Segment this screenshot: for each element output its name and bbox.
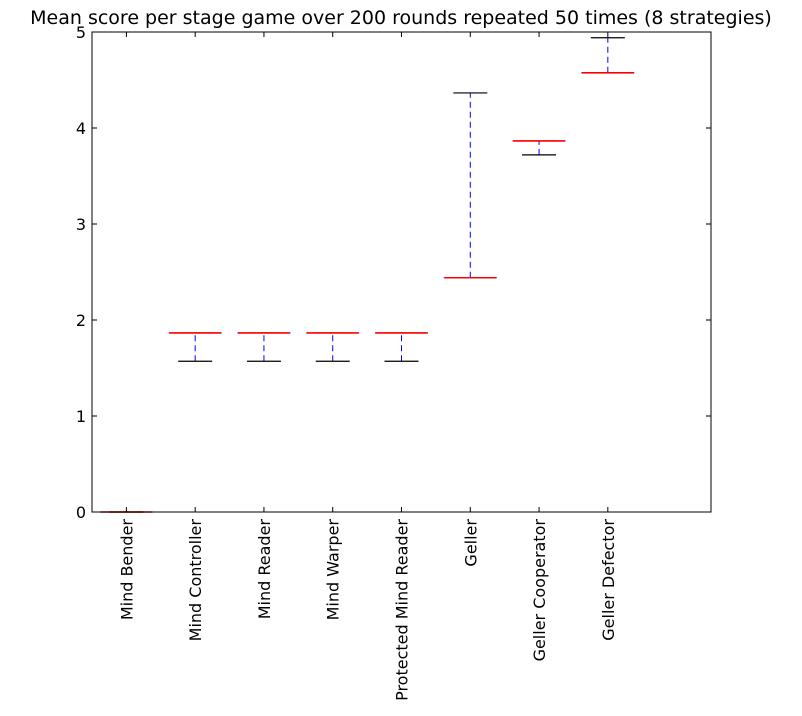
x-tick-label: Geller bbox=[461, 519, 480, 567]
chart-title: Mean score per stage game over 200 round… bbox=[30, 7, 772, 29]
x-tick-label: Mind Reader bbox=[255, 519, 274, 620]
y-tick-label: 2 bbox=[76, 311, 86, 330]
x-tick-label: Mind Bender bbox=[117, 519, 136, 621]
x-tick-label: Geller Cooperator bbox=[530, 519, 549, 662]
y-tick-label: 1 bbox=[76, 407, 86, 426]
x-tick-label: Protected Mind Reader bbox=[393, 519, 412, 701]
plot-area-frame bbox=[91, 31, 712, 513]
y-tick-label: 3 bbox=[76, 215, 86, 234]
marks-layer bbox=[99, 37, 635, 513]
x-tick-label: Mind Warper bbox=[324, 519, 343, 621]
ticks-layer: 0 1 2 3 4 5 Mind Bender Mind Controller Mind Rea… bbox=[76, 23, 711, 701]
x-tick-label: Geller Defector bbox=[599, 519, 618, 641]
y-tick-label: 5 bbox=[76, 23, 86, 42]
y-tick-label: 4 bbox=[76, 119, 86, 138]
x-tick-label: Mind Controller bbox=[186, 519, 205, 642]
y-tick-label: 0 bbox=[76, 503, 86, 522]
